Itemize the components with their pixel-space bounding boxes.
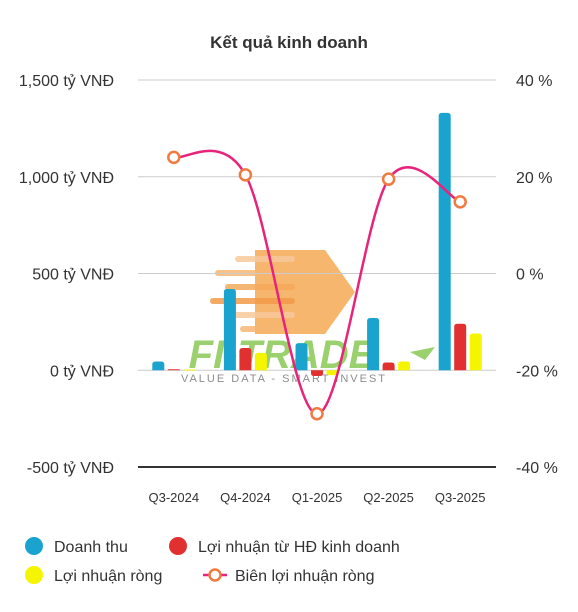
margin-point-q1-2025 (310, 407, 324, 421)
category-label: Q3-2025 (435, 490, 486, 505)
legend-item[interactable]: Doanh thu (25, 537, 128, 556)
watermark-stripe (225, 284, 295, 290)
right-axis-tick-label: 40 % (516, 73, 552, 90)
bar-doanh-thu-q3-2024 (152, 361, 165, 371)
right-axis-tick-label: -40 % (516, 460, 558, 477)
left-axis-tick-label: 1,500 tỷ VNĐ (19, 73, 114, 90)
margin-point-q3-2024 (167, 150, 181, 165)
legend-marker (208, 568, 222, 582)
bar-lợi-nhuận-từ-hđ-kinh-doanh-q4-2024 (239, 347, 252, 371)
left-axis: -500 tỷ VNĐ 0 tỷ VNĐ 500 tỷ VNĐ 1,000 tỷ VN… (19, 73, 114, 477)
bar-lợi-nhuận-ròng-q1-2025 (326, 370, 339, 376)
bars-layer (152, 112, 482, 377)
margin-point-q2-2025 (381, 172, 396, 186)
left-axis-tick-label: -500 tỷ VNĐ (27, 460, 114, 477)
legend-label: Lợi nhuận từ HĐ kinh doanh (198, 539, 400, 556)
margin-point-q4-2024 (238, 168, 253, 182)
category-label: Q1-2025 (292, 490, 343, 505)
right-axis-tick-label: 0 % (516, 267, 544, 284)
bar-doanh-thu-q4-2024 (223, 288, 236, 371)
watermark-brand-arrow (410, 347, 435, 360)
right-axis: -40 % -20 % 0 % 20 % 40 % (516, 73, 558, 477)
bar-lợi-nhuận-từ-hđ-kinh-doanh-q1-2025 (311, 370, 323, 377)
legend-label: Lợi nhuận ròng (54, 568, 162, 585)
bar-doanh-thu-q3-2025 (438, 112, 451, 371)
legend-label: Biên lợi nhuận ròng (235, 568, 374, 585)
category-label: Q3-2024 (149, 490, 200, 505)
legend-item[interactable]: Lợi nhuận ròng (25, 566, 162, 585)
margin-point-q3-2025 (453, 195, 467, 209)
legend: Doanh thu Lợi nhuận từ HĐ kinh doanh Lợi n… (25, 537, 400, 585)
margin-line-layer (167, 149, 467, 421)
watermark-stripe (235, 256, 295, 262)
left-axis-tick-label: 1,000 tỷ VNĐ (19, 170, 114, 187)
category-label: Q2-2025 (363, 490, 414, 505)
category-label: Q4-2024 (220, 490, 271, 505)
bar-lợi-nhuận-từ-hđ-kinh-doanh-q2-2025 (382, 362, 395, 371)
right-axis-tick-label: -20 % (516, 363, 558, 380)
bar-doanh-thu-q2-2025 (367, 318, 380, 371)
watermark-stripe (230, 312, 295, 318)
grid-lines (138, 79, 496, 468)
bar-doanh-thu-q1-2025 (295, 343, 308, 371)
bar-lợi-nhuận-ròng-q3-2024 (183, 369, 196, 371)
legend-swatch (25, 566, 43, 584)
legend-swatch (169, 537, 187, 555)
legend-swatch (25, 537, 43, 555)
bar-lợi-nhuận-ròng-q4-2024 (254, 352, 267, 371)
bar-lợi-nhuận-ròng-q2-2025 (398, 361, 411, 371)
left-axis-tick-label: 0 tỷ VNĐ (50, 363, 114, 380)
bar-lợi-nhuận-từ-hđ-kinh-doanh-q3-2024 (167, 369, 180, 371)
watermark-tagline: VALUE DATA - SMART INVEST (181, 373, 387, 385)
bar-lợi-nhuận-ròng-q3-2025 (469, 333, 482, 371)
legend-item[interactable]: Lợi nhuận từ HĐ kinh doanh (169, 537, 400, 556)
chart-title: Kết quả kinh doanh (210, 33, 368, 52)
watermark-stripe (240, 326, 295, 332)
left-axis-tick-label: 500 tỷ VNĐ (32, 267, 114, 284)
category-axis: Q3-2024 Q4-2024 Q1-2025 Q2-2025 Q3-2025 (149, 490, 486, 505)
legend-item[interactable]: Biên lợi nhuận ròng (203, 568, 374, 585)
legend-label: Doanh thu (54, 539, 128, 556)
right-axis-tick-label: 20 % (516, 170, 552, 187)
watermark-stripe (210, 298, 295, 304)
bar-lợi-nhuận-từ-hđ-kinh-doanh-q3-2025 (454, 323, 467, 371)
